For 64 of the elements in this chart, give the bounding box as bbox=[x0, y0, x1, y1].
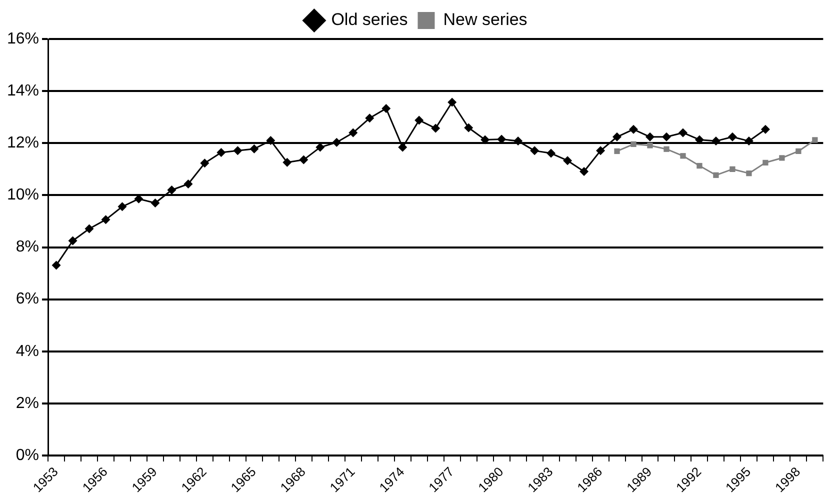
point bbox=[200, 158, 210, 168]
y-tick-label: 16% bbox=[6, 30, 40, 48]
point bbox=[118, 202, 127, 212]
point bbox=[664, 146, 670, 152]
point bbox=[662, 132, 671, 142]
point bbox=[563, 156, 572, 166]
point bbox=[448, 98, 457, 107]
point bbox=[645, 132, 654, 142]
point bbox=[414, 116, 424, 125]
point bbox=[746, 170, 752, 176]
point bbox=[365, 114, 374, 123]
point bbox=[760, 124, 770, 134]
point bbox=[696, 162, 702, 169]
point bbox=[612, 132, 622, 142]
y-tick-label: 10% bbox=[6, 186, 40, 204]
point bbox=[332, 138, 342, 147]
point bbox=[101, 215, 110, 224]
point bbox=[713, 172, 719, 178]
point bbox=[84, 224, 94, 234]
point bbox=[744, 136, 754, 146]
point bbox=[233, 146, 242, 156]
point bbox=[431, 124, 440, 133]
y-tick-label: 14% bbox=[6, 82, 40, 100]
point bbox=[680, 153, 686, 159]
point bbox=[580, 167, 589, 176]
y-tick-label: 2% bbox=[16, 394, 40, 412]
point bbox=[796, 148, 802, 154]
point bbox=[647, 142, 653, 148]
point bbox=[596, 146, 606, 156]
point bbox=[678, 128, 688, 138]
point bbox=[216, 148, 226, 157]
legend-label: Old series bbox=[331, 10, 408, 30]
point bbox=[546, 148, 556, 158]
legend-label: New series bbox=[443, 10, 528, 30]
point bbox=[282, 158, 292, 167]
point bbox=[711, 136, 720, 146]
point bbox=[382, 104, 391, 114]
point bbox=[167, 185, 176, 194]
point bbox=[629, 124, 638, 134]
point bbox=[530, 146, 540, 156]
y-tick-label: 8% bbox=[16, 238, 40, 256]
point bbox=[52, 260, 61, 270]
point bbox=[779, 155, 785, 161]
point bbox=[728, 132, 737, 142]
point bbox=[68, 236, 78, 246]
y-tick-label: 6% bbox=[16, 290, 40, 308]
point bbox=[630, 141, 636, 147]
point bbox=[464, 123, 474, 132]
point bbox=[480, 135, 490, 144]
point bbox=[730, 166, 736, 172]
point bbox=[250, 144, 259, 154]
point bbox=[694, 135, 704, 144]
point bbox=[348, 128, 358, 138]
point bbox=[614, 148, 620, 154]
y-tick-label: 4% bbox=[16, 342, 40, 360]
point bbox=[299, 155, 308, 164]
point bbox=[150, 198, 160, 208]
point bbox=[812, 137, 818, 143]
point bbox=[762, 160, 768, 166]
y-tick-label: 0% bbox=[16, 446, 40, 464]
point bbox=[514, 136, 523, 146]
point bbox=[184, 180, 193, 188]
point bbox=[266, 136, 276, 146]
y-tick-label: 12% bbox=[6, 134, 40, 152]
